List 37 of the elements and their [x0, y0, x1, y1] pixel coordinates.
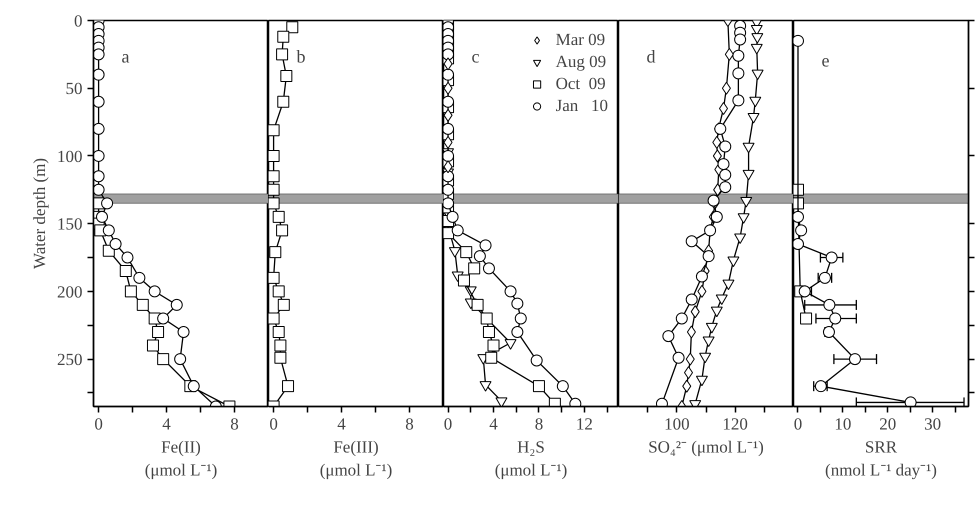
x-tick-label: 20 [879, 414, 896, 434]
x-tick-label: 12 [576, 414, 593, 434]
annotation: e [822, 50, 830, 70]
x-tick-label: 0 [269, 414, 278, 434]
annotation: c [472, 46, 480, 66]
y-axis-title: Water depth (m) [30, 158, 49, 269]
x-tick-label: 120 [722, 414, 748, 434]
annotation: a [122, 46, 130, 66]
x-tick-label: 30 [924, 414, 942, 434]
legend-label: Mar 09 [556, 30, 606, 50]
legend-label: Oct 09 [556, 74, 606, 94]
x-tick-label: 4 [489, 414, 498, 434]
x-tick-label: 0 [94, 414, 103, 434]
x-axis-title: H₂S (μmol L⁻¹) [494, 438, 568, 480]
y-tick-label: 250 [57, 350, 82, 370]
y-tick-label: 150 [57, 214, 82, 234]
x-tick-label: 100 [664, 414, 690, 434]
x-tick-label: 4 [337, 414, 346, 434]
x-tick-label: 8 [405, 414, 414, 434]
legend-label: Aug 09 [556, 52, 606, 72]
annotation: b [296, 46, 306, 66]
x-tick-label: 10 [834, 414, 852, 434]
annotation: d [646, 46, 656, 66]
x-axis-title: SO₄²⁻ (μmol L⁻¹) [648, 438, 764, 456]
y-tick-label: 0 [74, 12, 82, 30]
y-tick-label: 50 [66, 79, 82, 98]
x-tick-label: 8 [534, 414, 544, 434]
x-axis-title: SRR (nmol L⁻¹ day⁻¹) [825, 438, 937, 480]
x-tick-label: 0 [794, 414, 802, 434]
x-axis-title: Fe(II) (μmol L⁻¹) [144, 438, 218, 480]
x-tick-label: 8 [230, 414, 239, 434]
y-tick-label: 100 [57, 146, 82, 166]
legend-label: Jan 10 [556, 96, 608, 116]
x-tick-label: 0 [444, 414, 452, 434]
y-tick-label: 200 [57, 282, 82, 302]
x-axis-title: Fe(III) (μmol L⁻¹) [320, 438, 392, 480]
x-tick-label: 4 [162, 414, 172, 434]
